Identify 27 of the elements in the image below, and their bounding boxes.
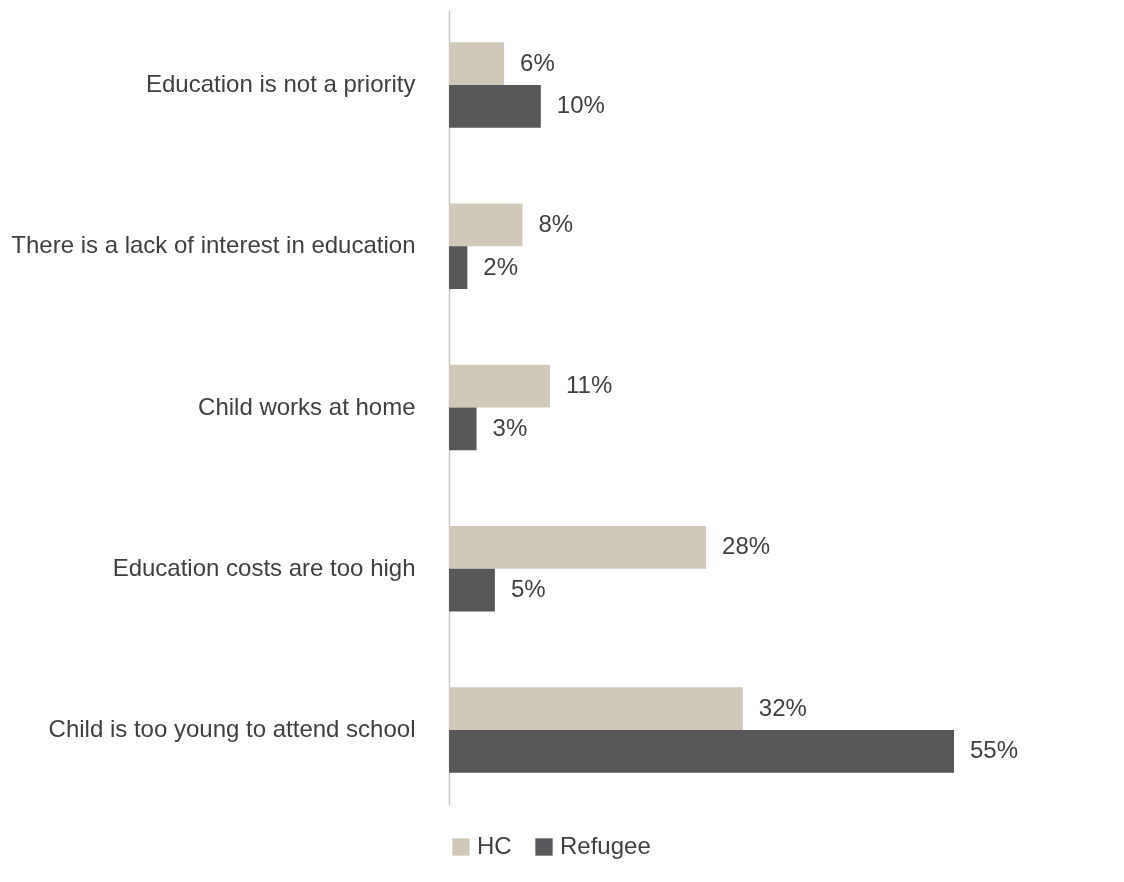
bar <box>449 42 505 85</box>
bar <box>449 687 743 731</box>
y-tick-label: Education is not a priority <box>146 69 416 97</box>
bar <box>449 84 541 128</box>
data-label: 11% <box>566 371 613 399</box>
data-label: 5% <box>510 575 546 603</box>
y-tick-label: Child works at home <box>198 392 416 420</box>
y-tick-label: There is a lack of interest in education <box>11 231 416 259</box>
y-tick-label: Education costs are too high <box>112 553 416 581</box>
data-label: 10% <box>556 91 605 119</box>
bar <box>449 364 550 408</box>
data-label: 3% <box>492 413 528 441</box>
legend-label: HC <box>477 832 512 859</box>
bar <box>449 407 477 451</box>
bar <box>449 203 523 247</box>
data-label: 2% <box>483 252 519 280</box>
data-label: 55% <box>970 736 1019 764</box>
data-label: 28% <box>722 532 771 560</box>
data-label: 8% <box>538 209 574 237</box>
y-tick-label: Child is too young to attend school <box>48 715 416 743</box>
data-label: 32% <box>758 693 807 721</box>
bar <box>449 526 707 569</box>
bar <box>449 246 468 289</box>
bar <box>449 568 495 612</box>
data-label: 6% <box>520 48 555 76</box>
legend-label: Refugee <box>560 832 651 859</box>
bar <box>449 730 954 773</box>
